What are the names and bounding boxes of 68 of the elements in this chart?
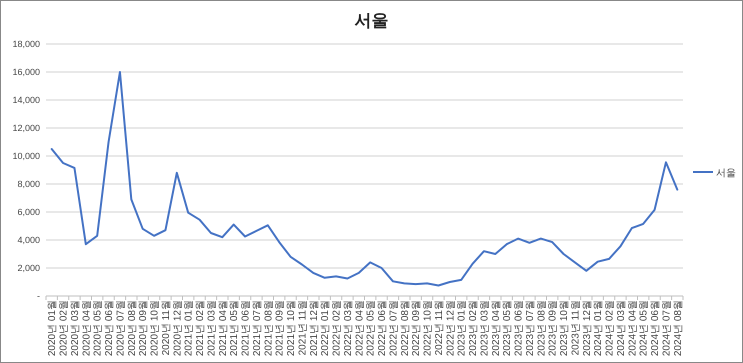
y-tick-label: 14,000 bbox=[12, 95, 40, 105]
y-tick-label: - bbox=[37, 291, 40, 301]
x-tick-label: 2020년 03월 bbox=[70, 300, 81, 356]
x-tick-label: 2023년 08월 bbox=[536, 300, 548, 356]
x-tick-label: 2022년 01월 bbox=[320, 300, 332, 356]
x-tick-label: 2020년 11월 bbox=[160, 300, 172, 356]
x-tick-label: 2020년 05월 bbox=[92, 300, 104, 356]
x-tick-label: 2024년 06월 bbox=[650, 300, 662, 356]
y-tick-label: 10,000 bbox=[12, 151, 40, 161]
x-tick-label: 2022년 10월 bbox=[422, 300, 434, 356]
x-tick-label: 2022년 12월 bbox=[445, 300, 456, 356]
x-tick-label: 2024년 03월 bbox=[616, 300, 627, 356]
x-tick-label: 2020년 07월 bbox=[115, 300, 126, 356]
legend-label: 서울 bbox=[716, 168, 736, 179]
y-tick-label: 12,000 bbox=[12, 123, 40, 133]
x-tick-label: 2020년 01월 bbox=[47, 300, 58, 356]
x-tick-label: 2023년 03월 bbox=[479, 300, 490, 356]
x-tick-label: 2020년 04월 bbox=[81, 300, 92, 356]
x-tick-label: 2023년 11월 bbox=[570, 300, 582, 356]
x-tick-label: 2022년 11월 bbox=[434, 300, 445, 356]
x-tick-label: 2022년 02월 bbox=[332, 300, 343, 356]
x-tick-label: 2024년 04월 bbox=[627, 300, 638, 356]
x-tick-label: 2023년 10월 bbox=[559, 300, 570, 356]
x-tick-label: 2020년 09월 bbox=[138, 300, 150, 356]
chart-title: 서울 bbox=[354, 11, 388, 30]
x-tick-label: 2022년 07월 bbox=[388, 300, 400, 356]
x-tick-label: 2021년 11월 bbox=[297, 300, 308, 356]
x-tick-label: 2023년 06월 bbox=[514, 300, 525, 356]
x-tick-label: 2024년 07월 bbox=[661, 300, 672, 356]
x-tick-label: 2022년 03월 bbox=[342, 300, 354, 356]
x-tick-label: 2022년 05월 bbox=[366, 300, 377, 356]
y-tick-label: 18,000 bbox=[12, 39, 40, 49]
y-tick-label: 16,000 bbox=[12, 67, 40, 77]
x-tick-label: 2022년 08월 bbox=[400, 300, 411, 356]
x-tick-label: 2021년 12월 bbox=[308, 300, 320, 356]
x-tick-label: 2023년 05월 bbox=[502, 300, 514, 356]
x-tick-label: 2021년 05월 bbox=[229, 300, 240, 356]
y-tick-label: 2,000 bbox=[17, 263, 40, 273]
x-tick-label: 2024년 02월 bbox=[604, 300, 616, 356]
x-tick-label: 2023년 07월 bbox=[524, 300, 536, 356]
x-tick-label: 2020년 10월 bbox=[150, 300, 161, 356]
x-tick-label: 2020년 08월 bbox=[126, 300, 138, 356]
y-tick-label: 4,000 bbox=[17, 235, 40, 245]
x-tick-label: 2023년 09월 bbox=[548, 300, 559, 356]
x-tick-label: 2021년 07월 bbox=[252, 300, 263, 356]
y-tick-label: 8,000 bbox=[17, 179, 40, 189]
x-tick-label: 2020년 12월 bbox=[172, 300, 184, 356]
x-tick-label: 2021년 04월 bbox=[218, 300, 229, 356]
x-tick-label: 2020년 06월 bbox=[104, 300, 116, 356]
x-tick-label: 2022년 09월 bbox=[411, 300, 422, 356]
x-tick-label: 2020년 02월 bbox=[58, 300, 70, 356]
x-tick-label: 2021년 09월 bbox=[274, 300, 286, 356]
x-tick-label: 2024년 05월 bbox=[638, 300, 650, 356]
x-tick-label: 2021년 08월 bbox=[263, 300, 274, 356]
x-tick-label: 2022년 04월 bbox=[354, 300, 366, 356]
x-tick-label: 2021년 06월 bbox=[240, 300, 252, 356]
x-tick-label: 2021년 03월 bbox=[206, 300, 218, 356]
x-tick-label: 2021년 01월 bbox=[184, 300, 195, 356]
x-tick-label: 2024년 08월 bbox=[672, 300, 684, 356]
x-tick-label: 2022년 06월 bbox=[377, 300, 388, 356]
x-tick-label: 2023년 12월 bbox=[582, 300, 593, 356]
x-tick-label: 2024년 01월 bbox=[593, 300, 604, 356]
x-tick-label: 2023년 02월 bbox=[468, 300, 480, 356]
x-tick-label: 2023년 04월 bbox=[490, 300, 502, 356]
x-tick-label: 2021년 10월 bbox=[286, 300, 298, 356]
x-tick-label: 2021년 02월 bbox=[195, 300, 206, 356]
y-tick-label: 6,000 bbox=[17, 207, 40, 217]
x-tick-label: 2023년 01월 bbox=[456, 300, 468, 356]
